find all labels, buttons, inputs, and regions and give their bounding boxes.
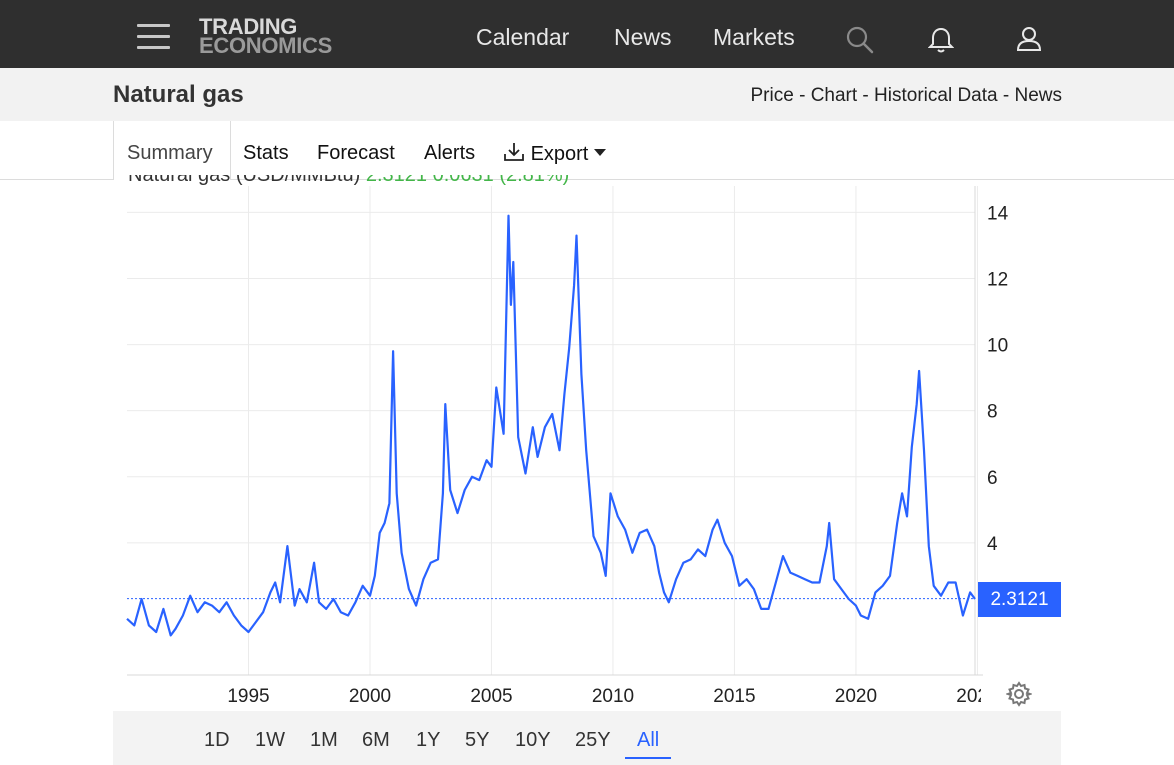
x-tick-label: 2010 bbox=[592, 686, 634, 707]
top-navbar bbox=[0, 0, 1174, 68]
nav-news[interactable]: News bbox=[614, 24, 672, 50]
y-tick-label: 6 bbox=[987, 468, 998, 489]
range-1d[interactable]: 1D bbox=[204, 729, 230, 751]
range-6m[interactable]: 6M bbox=[362, 729, 390, 751]
menu-icon[interactable] bbox=[137, 24, 171, 50]
brand-logo[interactable]: TRADING ECONOMICS bbox=[199, 14, 332, 58]
x-tick-label: 2020 bbox=[835, 686, 877, 707]
user-icon[interactable] bbox=[1015, 25, 1043, 53]
brand-line1: TRADING bbox=[199, 14, 298, 39]
y-tick-label: 12 bbox=[987, 270, 1008, 291]
gear-icon[interactable] bbox=[1006, 681, 1032, 707]
x-tick-label: 2015 bbox=[713, 686, 755, 707]
brand-line2: ECONOMICS bbox=[199, 33, 332, 58]
range-1y[interactable]: 1Y bbox=[416, 729, 441, 751]
download-icon bbox=[504, 143, 524, 161]
tab-export[interactable]: Export bbox=[503, 142, 606, 166]
title-bar bbox=[0, 68, 1174, 122]
range-all[interactable]: All bbox=[637, 729, 660, 751]
range-10y[interactable]: 10Y bbox=[515, 729, 551, 751]
chart-header-pct: (2.81%) bbox=[499, 164, 570, 186]
nav-calendar[interactable]: Calendar bbox=[476, 24, 570, 50]
x-tick-label: 2025 bbox=[956, 686, 998, 707]
x-axis-labels: 1995 2000 2005 2010 2015 2020 2025 bbox=[227, 686, 998, 707]
y-axis-labels: 4 6 8 10 12 14 bbox=[987, 203, 1009, 554]
range-25y[interactable]: 25Y bbox=[575, 729, 611, 751]
chart-header-change: 0.0631 bbox=[432, 164, 494, 186]
range-1w[interactable]: 1W bbox=[255, 729, 285, 751]
chevron-down-icon bbox=[593, 149, 606, 156]
range-bar bbox=[113, 711, 1061, 765]
last-price-label: 2.3121 bbox=[978, 582, 1061, 617]
tab-alerts[interactable]: Alerts bbox=[424, 142, 476, 164]
nav-markets[interactable]: Markets bbox=[713, 24, 795, 50]
search-icon[interactable] bbox=[845, 25, 875, 55]
bell-icon[interactable] bbox=[928, 26, 954, 54]
range-active-underline bbox=[625, 757, 671, 759]
tab-summary[interactable]: Summary bbox=[127, 142, 213, 164]
tab-stats[interactable]: Stats bbox=[243, 142, 289, 164]
chart-grid bbox=[127, 186, 983, 676]
y-tick-label: 10 bbox=[987, 336, 1008, 357]
series-line bbox=[126, 214, 976, 637]
chart-header: Natural gas (USD/MMBtu) 2.3121 0.0631 (2… bbox=[128, 164, 570, 187]
page-title: Natural gas bbox=[113, 81, 244, 108]
y-tick-label: 4 bbox=[987, 534, 998, 555]
link-news[interactable]: News bbox=[1014, 85, 1062, 106]
range-1m[interactable]: 1M bbox=[310, 729, 338, 751]
y-tick-label: 14 bbox=[987, 203, 1009, 224]
chart-header-name: Natural gas (USD/MMBtu) bbox=[128, 164, 361, 186]
tab-summary-container bbox=[113, 121, 231, 180]
link-price[interactable]: Price bbox=[750, 85, 794, 106]
x-tick-label: 1995 bbox=[227, 686, 269, 707]
link-chart[interactable]: Chart bbox=[810, 85, 858, 106]
export-label: Export bbox=[530, 143, 589, 165]
x-tick-label: 2000 bbox=[349, 686, 391, 707]
range-5y[interactable]: 5Y bbox=[465, 729, 490, 751]
price-chart[interactable]: 4 6 8 10 12 14 1995 2000 2005 2010 2015 2020 2025 bbox=[113, 180, 1061, 765]
tab-forecast[interactable]: Forecast bbox=[317, 142, 395, 164]
link-historical-data[interactable]: Historical Data bbox=[874, 85, 998, 106]
y-tick-label: 8 bbox=[987, 402, 998, 423]
x-tick-label: 2005 bbox=[470, 686, 512, 707]
chart-marks bbox=[126, 214, 976, 637]
chart-header-value: 2.3121 bbox=[365, 164, 428, 186]
breadcrumb-links: Price - Chart - Historical Data - News bbox=[750, 85, 1063, 106]
